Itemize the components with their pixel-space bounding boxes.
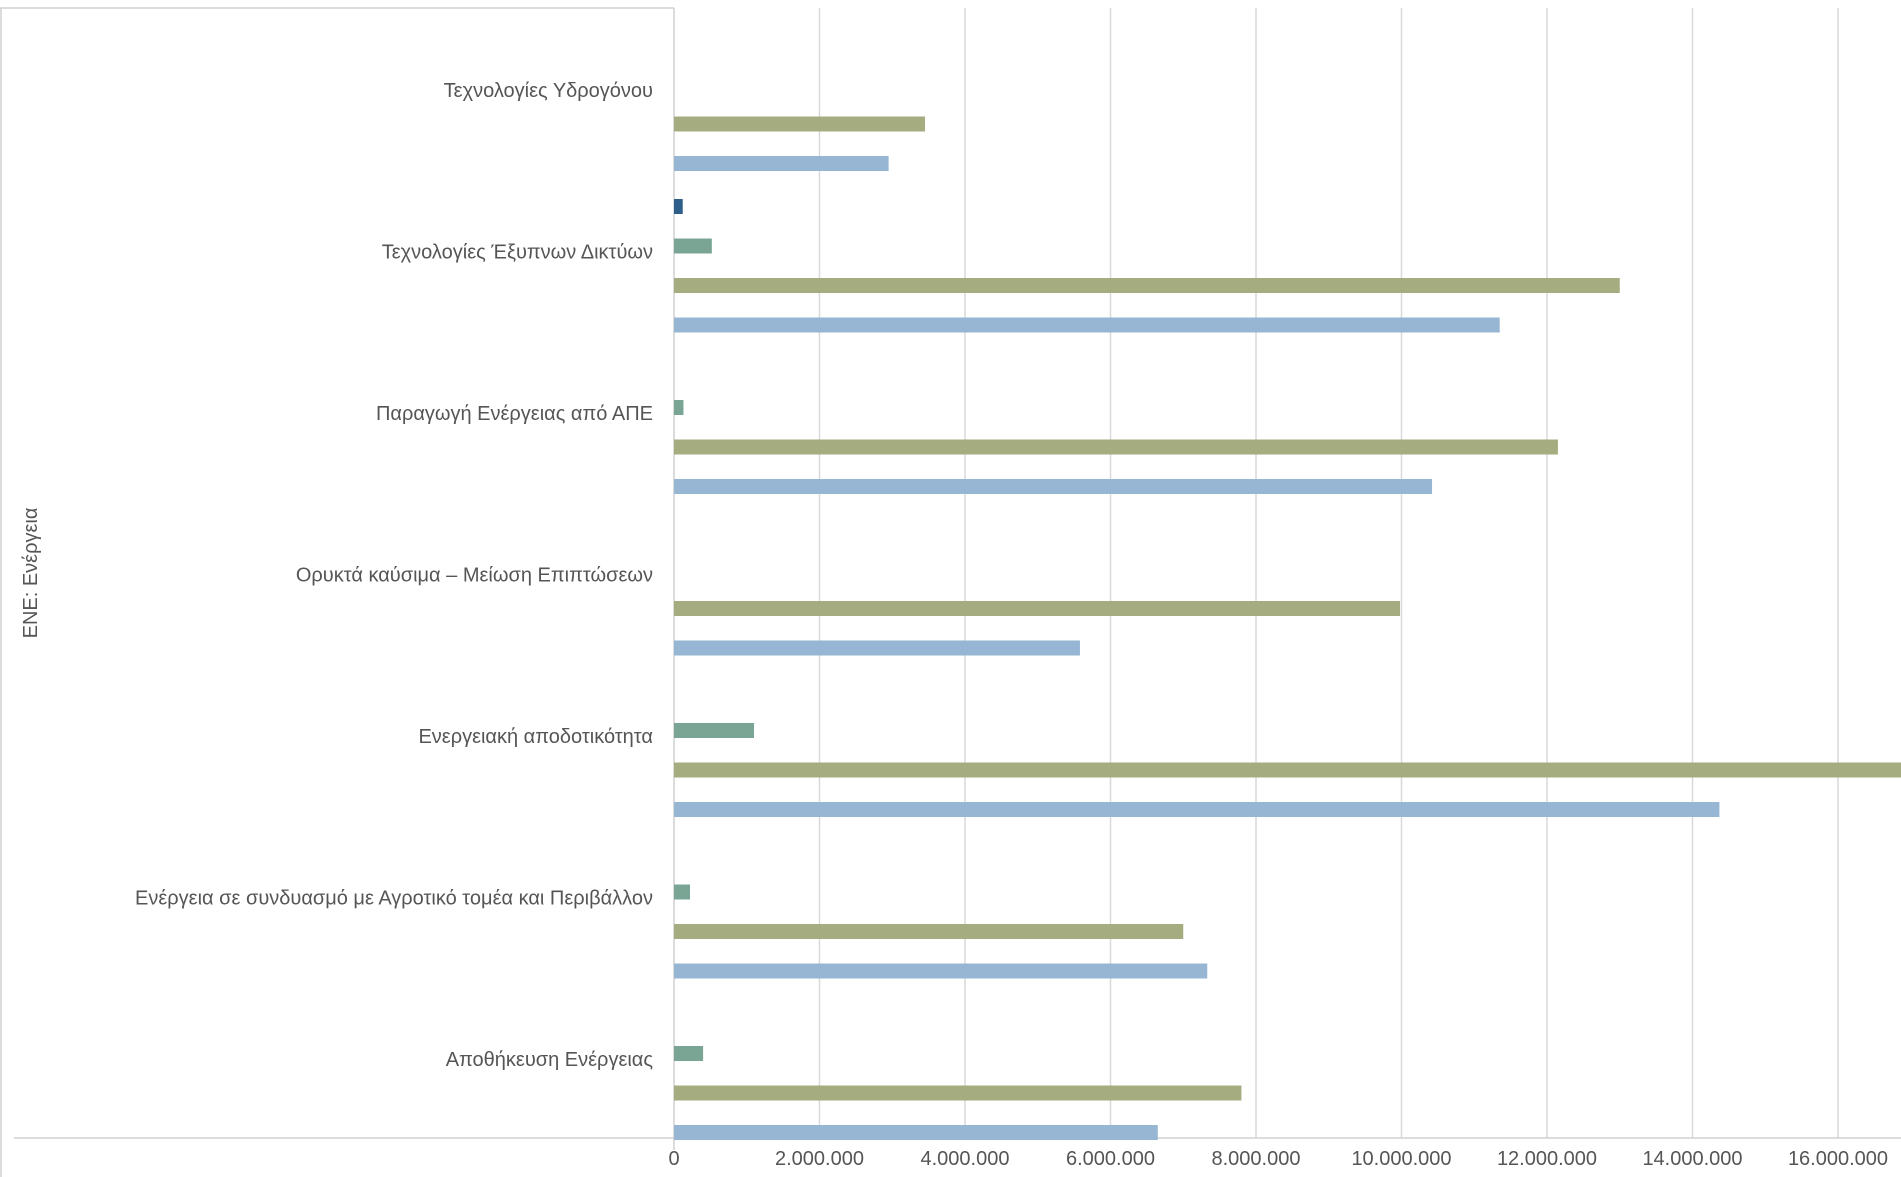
bar — [674, 199, 683, 214]
bar — [674, 238, 712, 254]
bar — [674, 723, 755, 738]
bar — [674, 317, 1500, 333]
x-tick-label: 14.000.000 — [1642, 1148, 1742, 1170]
x-tick-label: 8.000.000 — [1212, 1148, 1301, 1170]
bar — [674, 439, 1558, 455]
bar — [674, 278, 1620, 293]
x-tick-label: 12.000.000 — [1497, 1148, 1597, 1170]
x-tick-label: 16.000.000 — [1788, 1148, 1888, 1170]
bar — [674, 1125, 1158, 1140]
x-tick-label: 4.000.000 — [921, 1148, 1010, 1170]
bar — [674, 156, 889, 171]
bar — [674, 479, 1433, 494]
x-tick-label: 10.000.000 — [1351, 1148, 1451, 1170]
bars — [674, 116, 1901, 1140]
labels: 0 2.000.000 4.000.000 6.000.000 8.000.000 10.… — [20, 80, 1888, 1170]
category-label: Ενεργειακή αποδοτικότητα — [418, 726, 653, 748]
group-label: ΕΝΕ: Ενέργεια — [20, 508, 42, 639]
bar — [674, 884, 691, 900]
category-label: Ενέργεια σε συνδυασμό με Αγροτικό τομέα … — [135, 888, 653, 910]
category-label: Τεχνολογίες Έξυπνων Δικτύων — [382, 242, 653, 264]
x-tick-label: 0 — [668, 1148, 679, 1170]
bar — [674, 400, 684, 415]
bar — [674, 924, 1184, 939]
bar — [674, 762, 1901, 778]
bar — [674, 601, 1401, 616]
bar — [674, 802, 1720, 817]
gridlines — [818, 8, 1839, 1138]
x-tick-label: 6.000.000 — [1066, 1148, 1155, 1170]
chart-frame — [0, 7, 1901, 1177]
category-label: Αποθήκευση Ενέργειας — [446, 1049, 654, 1071]
bar — [674, 1085, 1242, 1101]
category-label: Παραγωγή Ενέργειας από ΑΠΕ — [376, 403, 653, 425]
bar — [674, 963, 1208, 979]
bar — [674, 116, 925, 132]
category-label: Τεχνολογίες Υδρογόνου — [444, 80, 653, 102]
x-tick-label: 2.000.000 — [775, 1148, 864, 1170]
category-label: Ορυκτά καύσιμα – Μείωση Επιπτώσεων — [296, 565, 653, 587]
bar — [674, 640, 1080, 656]
bar — [674, 1046, 704, 1061]
